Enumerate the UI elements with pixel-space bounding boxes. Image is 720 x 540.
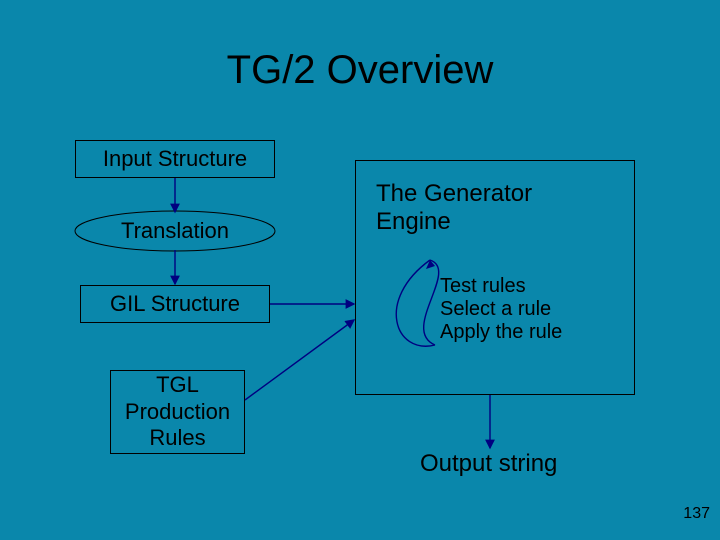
- slide-title: TG/2 Overview: [0, 40, 720, 100]
- box-gil-structure: GIL Structure: [80, 285, 270, 323]
- box-input-structure: Input Structure: [75, 140, 275, 178]
- page-number: 137: [660, 505, 710, 527]
- box-translation: Translation: [105, 215, 245, 247]
- generator-engine-title: The Generator Engine: [376, 180, 596, 240]
- generator-engine-steps: Test rules Select a rule Apply the rule: [440, 275, 630, 347]
- box-tgl-production-rules: TGL Production Rules: [110, 370, 245, 454]
- output-string-label: Output string: [420, 450, 620, 480]
- box-translation-label: Translation: [121, 218, 229, 244]
- box-tgl-label: TGL Production Rules: [125, 372, 230, 451]
- box-gil-structure-label: GIL Structure: [110, 291, 240, 317]
- slide-stage: TG/2 Overview Input Structure Translatio…: [0, 0, 720, 540]
- box-input-structure-label: Input Structure: [103, 146, 247, 172]
